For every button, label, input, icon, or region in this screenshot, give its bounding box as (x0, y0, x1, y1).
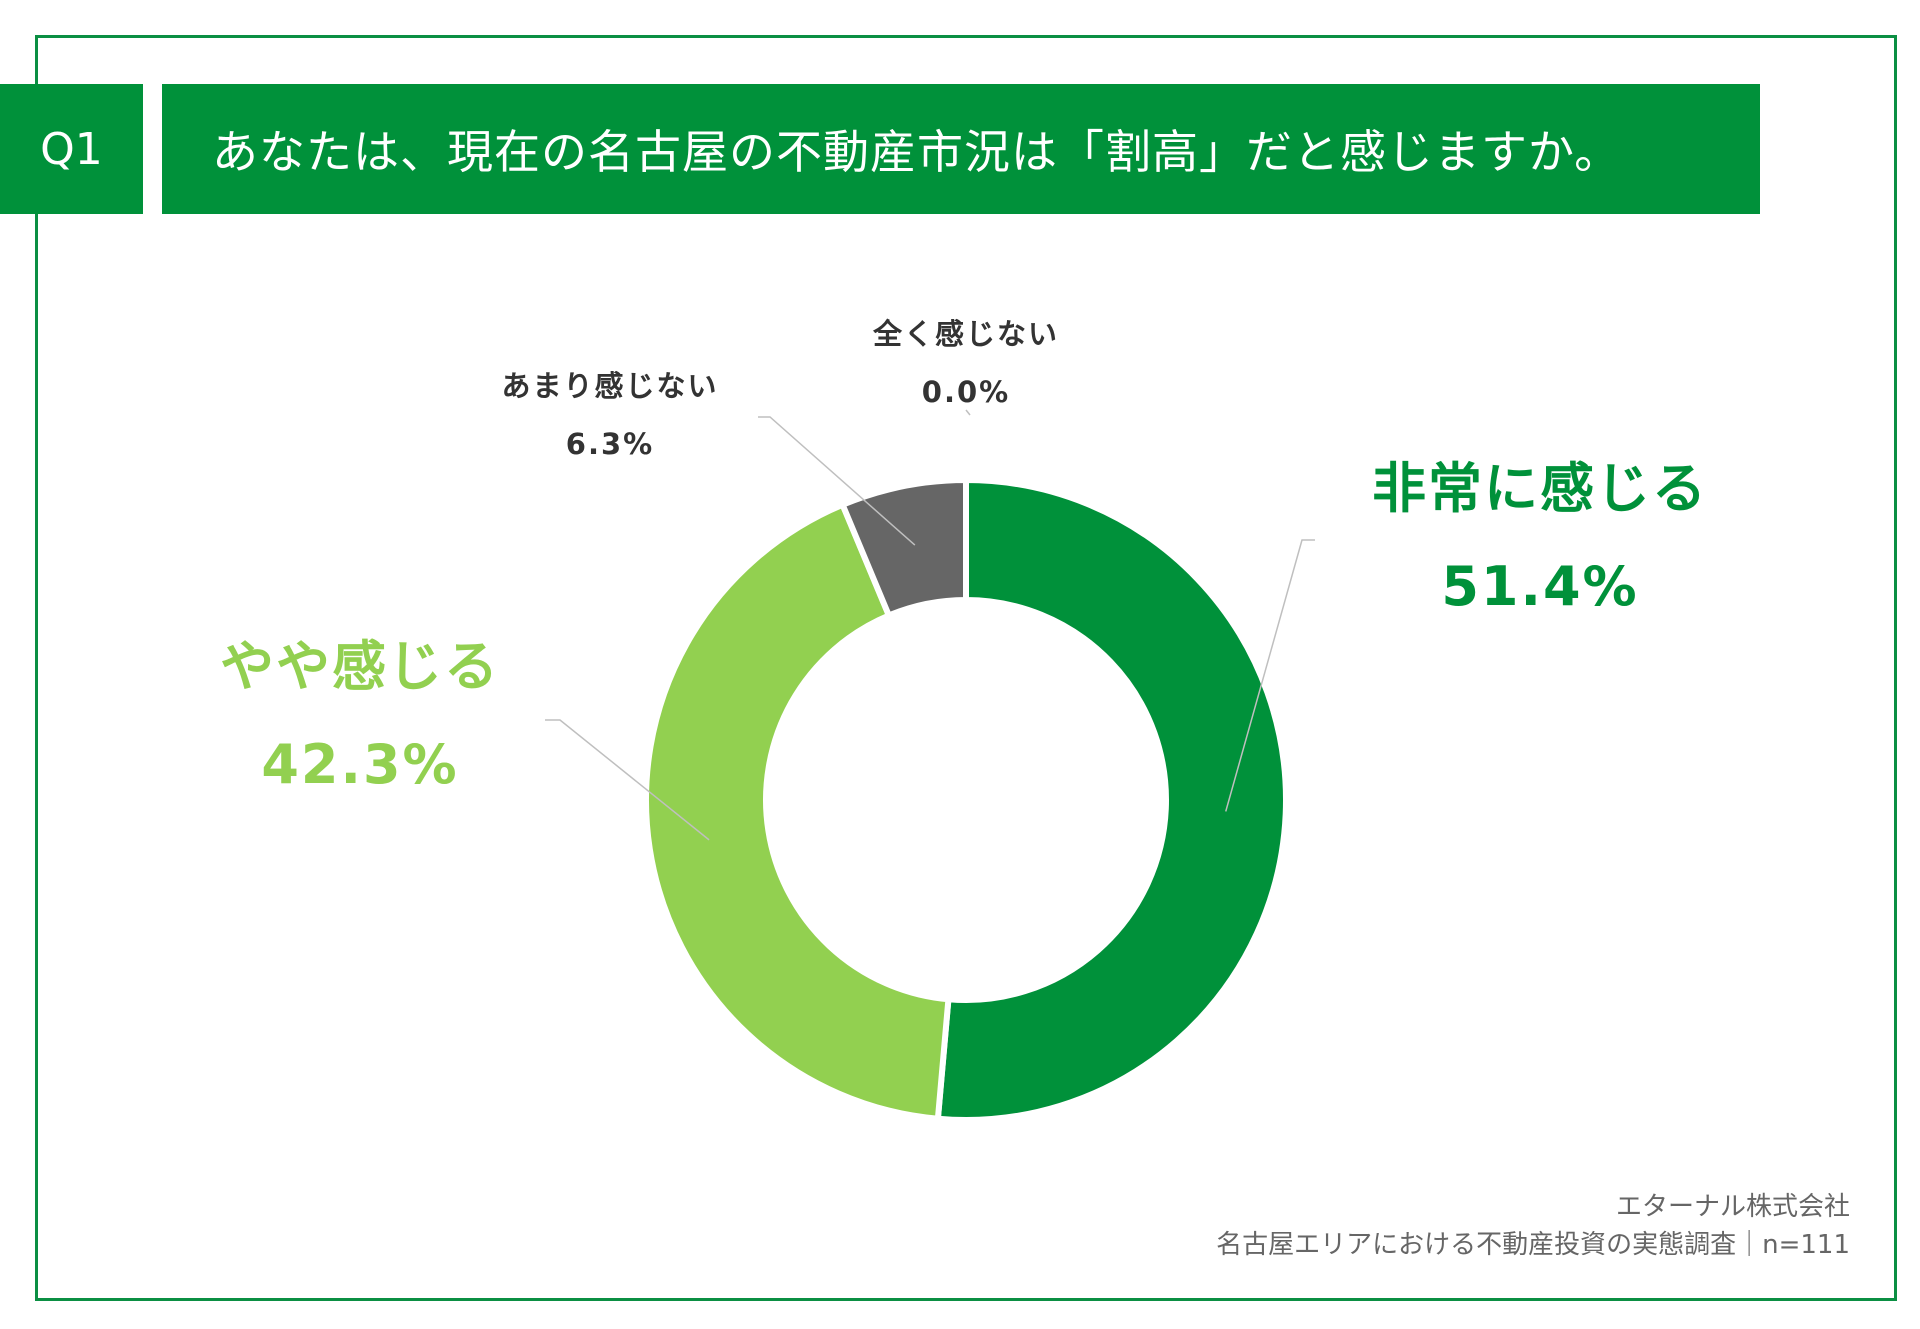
question-number-badge: Q1 (0, 84, 143, 214)
slice-label-notatall-value: 0.0% (921, 375, 1011, 409)
footer: エターナル株式会社 名古屋エリアにおける不動産投資の実態調査｜n=111 (1216, 1188, 1850, 1264)
slice-label-somewhat: やや感じる 42.3% (170, 618, 550, 814)
donut-slice-1 (643, 501, 952, 1122)
donut-slice-0 (934, 477, 1290, 1123)
leader-line-1 (545, 719, 710, 841)
leader-lines (545, 409, 1315, 841)
slice-label-notatall-name: 全く感じない (872, 317, 1059, 351)
outer-frame (35, 35, 1897, 1301)
footer-company: エターナル株式会社 (1615, 1192, 1850, 1222)
question-number: Q1 (40, 123, 103, 175)
slice-label-very-name: 非常に感じる (1372, 457, 1708, 520)
slice-label-notatall: 全く感じない 0.0% (816, 305, 1116, 421)
slice-label-somewhat-name: やや感じる (220, 635, 500, 698)
footer-survey: 名古屋エリアにおける不動産投資の実態調査｜n=111 (1216, 1230, 1850, 1260)
donut-slice-2 (839, 477, 969, 619)
slice-label-very: 非常に感じる 51.4% (1350, 440, 1730, 636)
slice-label-notmuch: あまり感じない 6.3% (460, 357, 760, 473)
leader-line-0 (1225, 539, 1315, 812)
slice-label-somewhat-value: 42.3% (261, 733, 459, 796)
donut-slices (643, 477, 1290, 1123)
slice-label-very-value: 51.4% (1441, 555, 1639, 618)
question-text: あなたは、現在の名古屋の不動産市況は「割高」だと感じますか。 (212, 125, 1622, 179)
slice-label-notmuch-value: 6.3% (565, 427, 655, 461)
leader-line-2 (758, 416, 916, 546)
question-title-bar: あなたは、現在の名古屋の不動産市況は「割高」だと感じますか。 (162, 84, 1760, 214)
leader-line-3 (965, 409, 971, 416)
slice-label-notmuch-name: あまり感じない (501, 369, 719, 403)
